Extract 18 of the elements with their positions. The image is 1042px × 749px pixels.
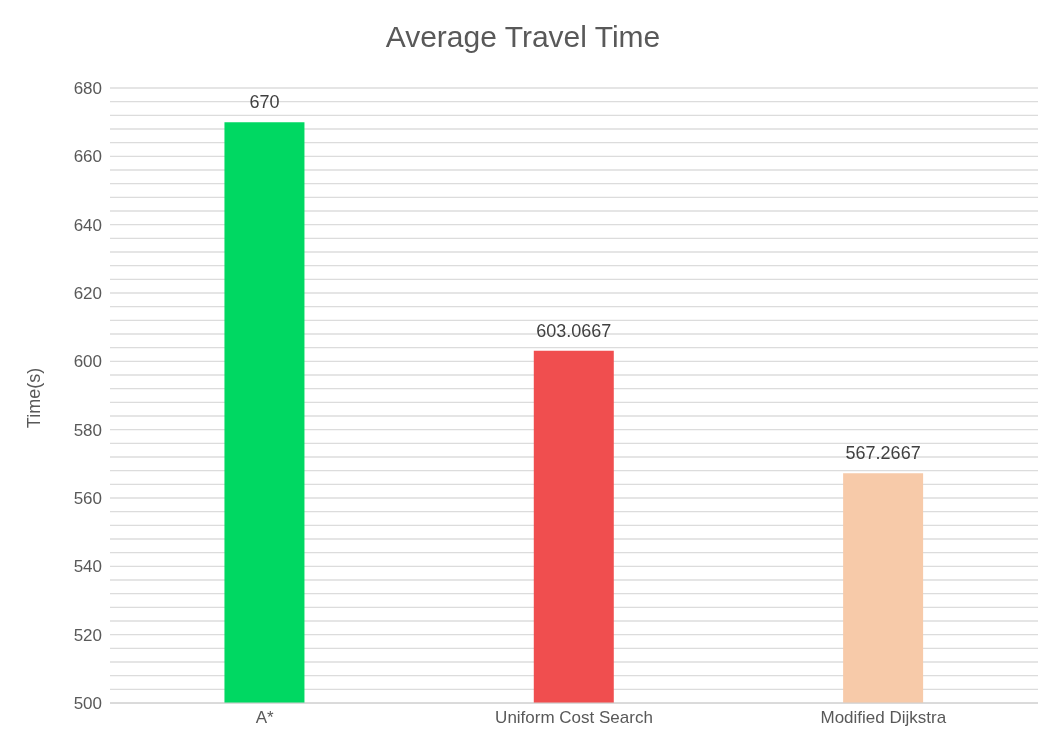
data-label: 567.2667	[845, 443, 921, 464]
x-tick-label: Modified Dijkstra	[820, 708, 947, 728]
chart-title: Average Travel Time	[384, 20, 662, 54]
y-tick-label: 680	[73, 79, 102, 99]
y-axis-title: Time(s)	[23, 367, 45, 429]
x-tick-label: A*	[255, 708, 275, 728]
x-tick-label: Uniform Cost Search	[495, 708, 653, 728]
data-label: 603.0667	[536, 320, 612, 341]
y-tick-label: 580	[73, 420, 102, 440]
y-tick-label: 540	[73, 557, 102, 577]
y-tick-label: 520	[73, 625, 102, 645]
y-tick-label: 600	[73, 352, 102, 372]
y-tick-label: 640	[73, 215, 102, 235]
y-tick-label: 560	[73, 489, 102, 509]
data-label: 670	[249, 92, 280, 113]
y-tick-label: 620	[73, 284, 102, 304]
y-tick-label: 500	[73, 694, 102, 714]
y-tick-label: 660	[73, 147, 102, 167]
